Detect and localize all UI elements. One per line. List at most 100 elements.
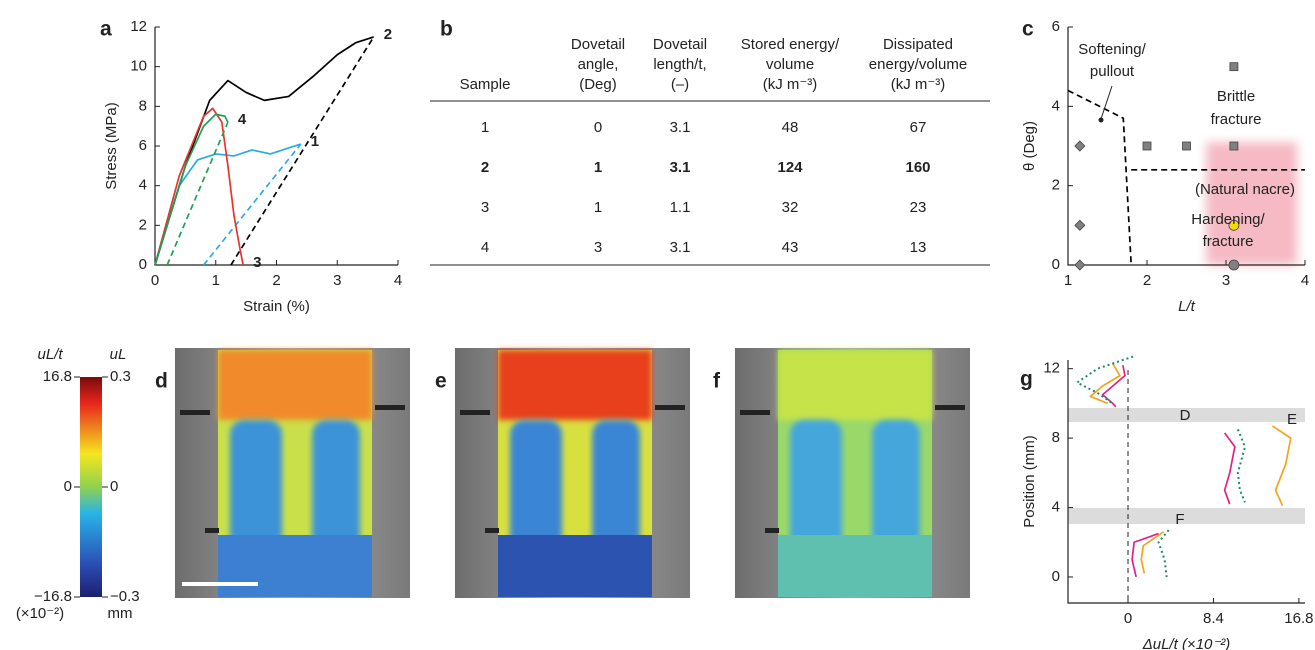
table-cell: 48: [782, 119, 799, 136]
annotation: Hardening/: [1191, 211, 1265, 228]
table-cell: 160: [905, 159, 930, 176]
table-cell: 1: [594, 199, 602, 216]
y-tick-label: 4: [1052, 499, 1060, 516]
annotation: pullout: [1090, 63, 1135, 80]
table-cell: 124: [777, 159, 803, 176]
line: [154, 107, 244, 266]
line: [1236, 429, 1246, 503]
line: [230, 36, 375, 266]
x-tick-label: 2: [272, 272, 280, 289]
y-tick-label: 0: [139, 256, 147, 273]
table-cell: 3.1: [670, 239, 691, 256]
point: [1142, 141, 1152, 151]
y-axis-label: θ (Deg): [1021, 121, 1038, 171]
band: [1068, 408, 1305, 422]
table-cell: 1: [594, 159, 602, 176]
image-notch: [180, 410, 210, 415]
point: [1229, 62, 1239, 72]
table-header: (kJ m⁻³): [763, 76, 818, 93]
x-tick-label: 3: [333, 272, 341, 289]
colorbar-tick-label: 0: [110, 478, 118, 495]
table-cell: 1.1: [670, 199, 691, 216]
x-tick-label: 1: [212, 272, 220, 289]
line: [1076, 355, 1134, 405]
image-notch: [765, 528, 779, 533]
image-column: [510, 420, 562, 550]
line: [154, 36, 374, 266]
table-cell: 43: [782, 239, 799, 256]
panel-letter: e: [435, 370, 447, 393]
annotation: (Natural nacre): [1195, 181, 1295, 198]
table-cell: 13: [910, 239, 927, 256]
y-tick-label: 0: [1052, 256, 1060, 273]
line: [1101, 365, 1126, 408]
point: [1074, 219, 1086, 231]
y-tick-label: 10: [130, 58, 147, 75]
y-tick-label: 8: [139, 97, 147, 114]
colorbar-tick-label: 0: [64, 478, 72, 495]
line: [1140, 531, 1165, 574]
image-bottom: [218, 535, 372, 597]
y-tick-label: 8: [1052, 429, 1060, 446]
table-header: Dovetail: [571, 36, 625, 53]
y-tick-label: 6: [1052, 18, 1060, 35]
line: [1157, 529, 1170, 578]
image-column: [230, 420, 282, 550]
image-top: [778, 350, 932, 420]
panel-letter: d: [155, 370, 168, 393]
table-cell: 3: [594, 239, 602, 256]
table-cell: 0: [594, 119, 602, 136]
nacre-region: [1206, 142, 1298, 265]
table-cell: 3.1: [670, 159, 691, 176]
y-tick-label: 12: [1043, 360, 1060, 377]
panel-letter: b: [440, 18, 453, 41]
point: [1074, 140, 1086, 152]
image-column: [312, 420, 360, 550]
table-cell: 1: [481, 119, 489, 136]
y-axis-label: Stress (MPa): [103, 102, 120, 190]
line: [202, 143, 302, 266]
y-tick-label: 12: [130, 18, 147, 35]
panel-letter: c: [1022, 18, 1034, 41]
table-header: (–): [671, 76, 689, 93]
point: [1228, 219, 1240, 231]
panel-letter: g: [1020, 368, 1033, 391]
table-header: angle,: [578, 56, 619, 73]
axis-line: [1067, 360, 1305, 604]
colorbar-tick-label: −0.3: [110, 588, 140, 605]
y-tick-label: 0: [1052, 568, 1060, 585]
line: [1067, 89, 1133, 266]
colorbar-tick-label: 0.3: [110, 368, 131, 385]
line: [154, 113, 229, 266]
x-tick-label: 8.4: [1203, 610, 1224, 627]
x-axis-label: Strain (%): [243, 298, 310, 315]
pointer: [1100, 85, 1113, 120]
image-column: [872, 420, 920, 550]
annotation: Softening/: [1078, 41, 1146, 58]
image-notch: [485, 528, 499, 533]
image-notch: [375, 405, 405, 410]
panel-letter: f: [713, 370, 721, 393]
image-column: [592, 420, 640, 550]
table-header: length/t,: [653, 56, 706, 73]
image-bottom: [778, 535, 932, 597]
band: [1068, 508, 1305, 524]
x-tick-label: 0: [1124, 610, 1132, 627]
x-tick-label: 1: [1064, 272, 1072, 289]
line: [1131, 532, 1159, 578]
table-cell: 4: [481, 239, 489, 256]
line: [1271, 425, 1292, 507]
annotation: E: [1287, 411, 1297, 428]
image-notch: [205, 528, 219, 533]
pointer-dot: [1098, 117, 1104, 123]
x-tick-label: 4: [394, 272, 402, 289]
image-top: [498, 350, 652, 420]
annotation: fracture: [1211, 111, 1262, 128]
colorbar-title: uL/t: [37, 346, 63, 363]
table-header: Sample: [460, 76, 511, 93]
x-tick-label: 16.8: [1284, 610, 1313, 627]
table-header: (kJ m⁻³): [891, 76, 946, 93]
annotation: D: [1180, 407, 1191, 424]
x-axis-label: ΔuL/t (×10⁻²): [1142, 636, 1231, 650]
point: [1074, 259, 1086, 271]
